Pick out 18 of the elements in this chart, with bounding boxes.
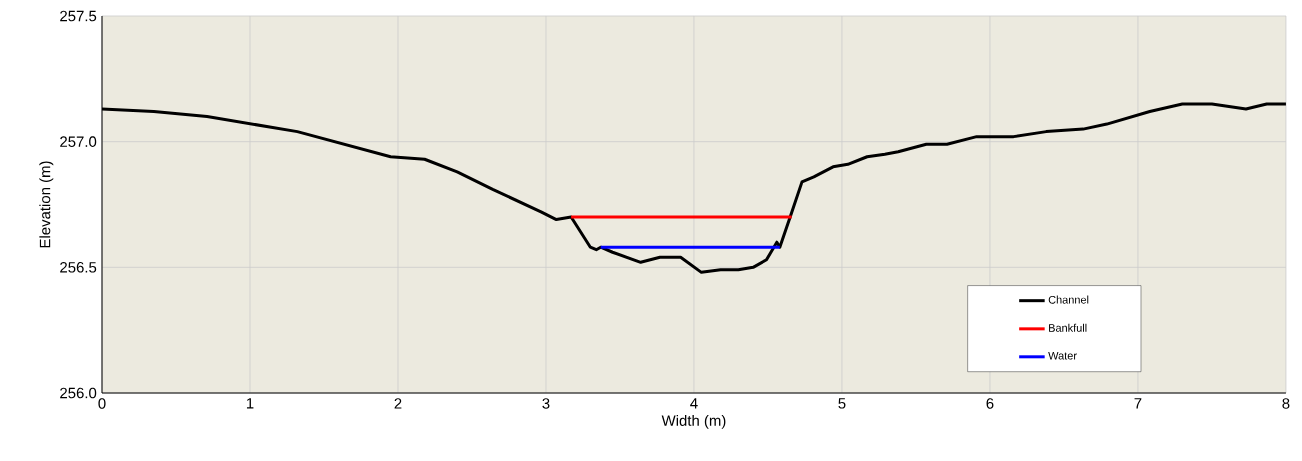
x-tick-label: 7 [1134,398,1142,409]
y-tick-label: 256.0 [60,387,97,399]
x-tick-label: 0 [98,398,106,409]
legend-label: Bankfull [1049,323,1087,332]
x-tick-label: 1 [246,398,254,409]
x-tick-label: 8 [1282,398,1290,409]
y-tick-label: 256.5 [60,262,97,273]
x-tick-label: 6 [986,398,994,409]
legend-label: Water [1048,351,1077,360]
x-tick-label: 2 [394,398,402,409]
y-tick-label: 257.5 [60,10,97,22]
x-tick-label: 5 [838,398,846,409]
y-tick-label: 257.0 [60,136,97,147]
x-tick-label: 4 [690,398,698,409]
y-axis-title: Elevation (m) [39,161,54,248]
x-axis-title: Width (m) [661,414,726,429]
legend-label: Channel [1048,295,1089,304]
x-tick-label: 3 [542,398,550,409]
